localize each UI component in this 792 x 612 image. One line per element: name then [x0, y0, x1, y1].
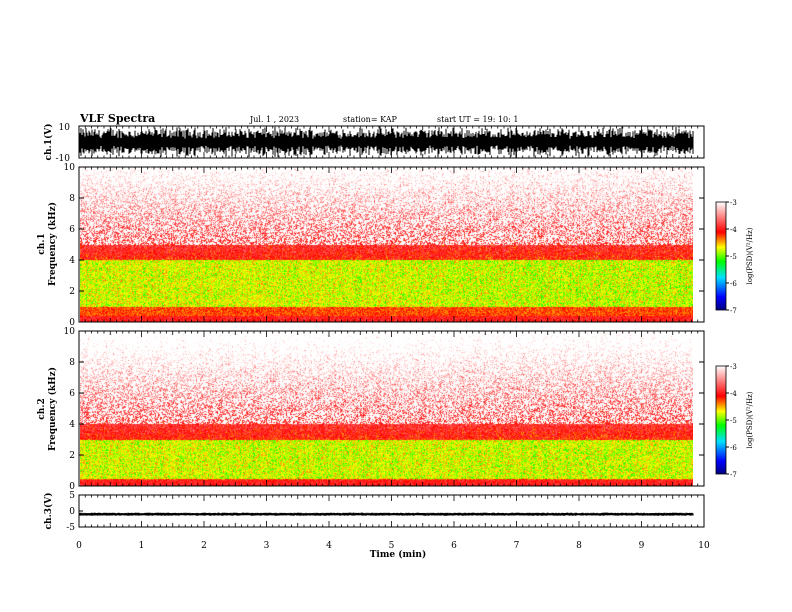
ch1-waveform-ylabel: ch.1(V) — [43, 124, 54, 161]
ch1-waveform-trace — [79, 126, 694, 158]
ch1-spectrogram-ytick-label: 6 — [69, 225, 75, 235]
ch1-colorbar-tick-label: -4 — [730, 226, 737, 234]
ch2-colorbar-bar — [715, 365, 727, 475]
ch1-spectrogram-ylabel-line1: ch.1 — [37, 233, 47, 254]
ch1-colorbar-label: log(PSD)(V²/Hz) — [746, 227, 754, 284]
ch1-spectrogram-image — [80, 167, 693, 322]
ch3-ytick-label: 5 — [69, 491, 75, 501]
ch1-colorbar-tick-label: -5 — [730, 253, 737, 261]
ch2-spectrogram-ylabel-line1: ch.2 — [37, 398, 47, 419]
ch1-ytick-label: -10 — [56, 154, 71, 164]
ch1-spectrogram-ytick-label: 10 — [64, 163, 76, 173]
ch2-spectrogram-yaxis: 0 2 4 6 8 10 — [64, 327, 704, 492]
ch1-spectrogram-ytick-label: 2 — [69, 287, 75, 297]
ch3-waveform-yaxis: 5 0 -5 — [66, 491, 83, 533]
time-xtick-label: 0 — [76, 541, 82, 551]
ch3-waveform-trace — [79, 512, 694, 516]
ch2-spectrogram-panel: 0 2 4 6 8 10 ch.2 Frequency (kHz) -3 -4 -5 -6 -7 l… — [37, 327, 754, 492]
ch1-colorbar-tick-label: -6 — [730, 280, 737, 288]
time-xtick-label: 10 — [698, 541, 710, 551]
ch2-spectrogram-ytick-label: 2 — [69, 451, 75, 461]
ch1-spectrogram-yaxis: 0 2 4 6 8 10 — [64, 163, 704, 328]
ch3-waveform-panel: 50-5 ch.3(V) 0 1 2 3 4 5 6 7 8 9 10 Time (min) — [43, 126, 710, 560]
ch1-colorbar-tick-label: -7 — [730, 307, 737, 315]
ch1-waveform-line — [79, 126, 694, 158]
ch1-waveform-panel: 10 -10 ch.1(V) — [43, 123, 705, 164]
time-xtick-label: 1 — [139, 541, 145, 551]
time-xtick-label: 3 — [264, 541, 270, 551]
ch3-waveform-ylabel: ch.3(V) — [43, 493, 54, 530]
ch3-ytick-label: -5 — [66, 523, 75, 533]
header-date: Jul. 1 , 2023 — [249, 115, 299, 124]
ch1-spectrogram-ytick-label: 8 — [69, 194, 75, 204]
ch1-colorbar-tick-label: -3 — [730, 199, 737, 207]
ch2-colorbar: -3 -4 -5 -6 -7 log(PSD)(V²/Hz) — [715, 363, 754, 479]
ch1-ytick-label: 10 — [59, 123, 71, 133]
ch2-spectrogram-ytick-label: 6 — [69, 389, 75, 399]
ch2-spectrogram-ytick-label: 8 — [69, 358, 75, 368]
ch1-colorbar-bar — [715, 201, 727, 311]
header-station: station= KAP — [343, 115, 398, 124]
time-xtick-label: 5 — [389, 541, 395, 551]
time-xtick-label: 9 — [639, 541, 645, 551]
ch2-colorbar-tick-label: -4 — [730, 390, 737, 398]
ch2-colorbar-tick-label: -6 — [730, 444, 737, 452]
ch2-colorbar-tick-label: -5 — [730, 417, 737, 425]
ch2-spectrogram-ytick-label: 10 — [64, 327, 76, 337]
ch3-ytick-label: 0 — [69, 507, 75, 517]
ch2-colorbar-tick-label: -3 — [730, 363, 737, 371]
ch2-spectrogram-ylabel-line2: Frequency (kHz) — [47, 367, 58, 451]
ch1-spectrogram-ylabel-line2: Frequency (kHz) — [47, 202, 58, 286]
ch1-spectrogram-ytick-label: 0 — [69, 318, 75, 328]
ch1-spectrogram-ytick-label: 4 — [69, 256, 75, 266]
ch2-spectrogram-ytick-label: 4 — [69, 420, 75, 430]
time-xtick-label: 6 — [451, 541, 457, 551]
header-start-ut: start UT = 19: 10: 1 — [437, 115, 518, 124]
time-xaxis: 0 1 2 3 4 5 6 7 8 9 10 — [76, 126, 710, 551]
ch3-waveform-line — [79, 512, 694, 516]
time-xtick-label: 8 — [576, 541, 582, 551]
ch1-spectrogram-panel: 0 2 4 6 8 10 ch.1 Frequency (kHz) -3 -4 -5 -6 -7 l… — [37, 163, 754, 328]
ch2-colorbar-label: log(PSD)(V²/Hz) — [746, 391, 754, 448]
time-xaxis-label: Time (min) — [370, 549, 427, 560]
ch2-spectrogram-ytick-label: 0 — [69, 482, 75, 492]
ch1-colorbar: -3 -4 -5 -6 -7 log(PSD)(V²/Hz) — [715, 199, 754, 315]
figure-title: VLF Spectra — [79, 112, 155, 125]
time-xtick-label: 2 — [201, 541, 207, 551]
time-xtick-label: 4 — [326, 541, 332, 551]
ch2-spectrogram-image — [80, 331, 693, 486]
time-xtick-label: 7 — [514, 541, 520, 551]
ch2-colorbar-tick-label: -7 — [730, 471, 737, 479]
